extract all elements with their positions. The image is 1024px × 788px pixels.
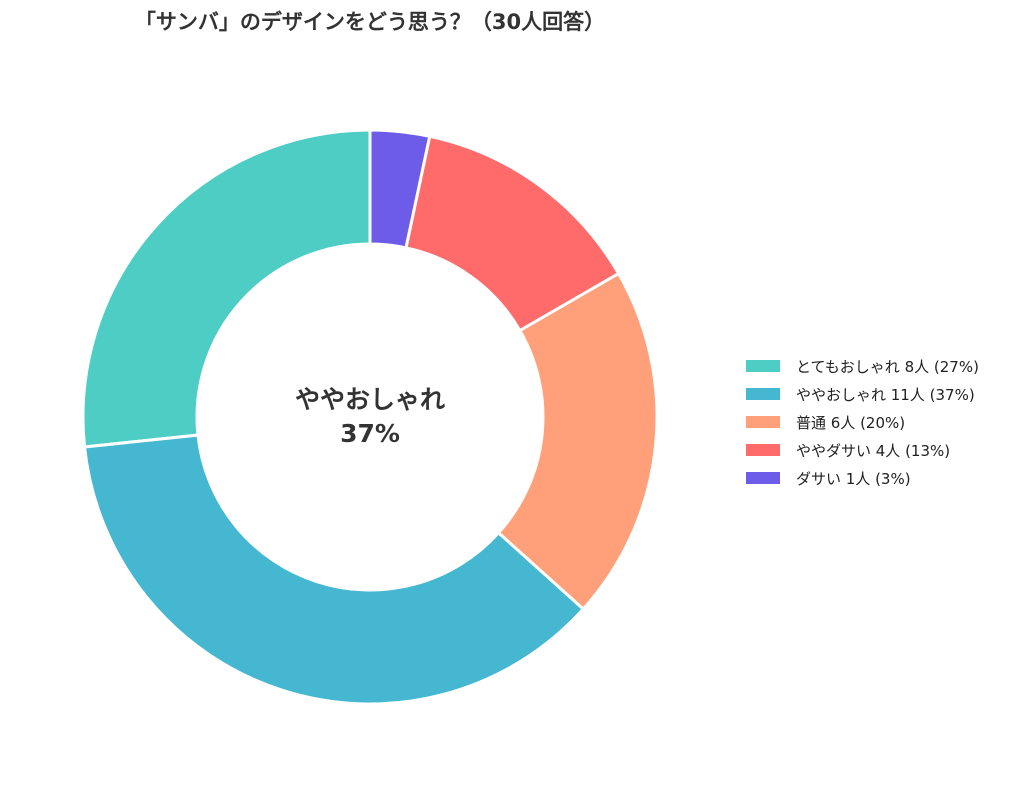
legend-item[interactable]: ややダサい 4人 (13%) [746,436,979,464]
donut-slice[interactable] [496,271,659,612]
center-value: 37% [340,419,400,448]
donut-slice[interactable] [368,128,432,250]
legend-swatch [746,472,780,484]
legend: とてもおしゃれ 8人 (27%) ややおしゃれ 11人 (37%) 普通 6人 … [746,352,979,492]
center-label: ややおしゃれ [294,385,445,414]
legend-item[interactable]: とてもおしゃれ 8人 (27%) [746,352,979,380]
legend-label: ダサい 1人 (3%) [796,469,911,488]
legend-swatch [746,360,780,372]
legend-item[interactable]: 普通 6人 (20%) [746,408,979,436]
donut-slice[interactable] [81,128,372,449]
legend-item[interactable]: ややおしゃれ 11人 (37%) [746,380,979,408]
legend-swatch [746,444,780,456]
legend-label: とてもおしゃれ 8人 (27%) [796,357,979,376]
legend-label: 普通 6人 (20%) [796,413,906,432]
legend-label: ややダサい 4人 (13%) [796,441,951,460]
legend-item[interactable]: ダサい 1人 (3%) [746,464,979,492]
legend-swatch [746,388,780,400]
donut-slice[interactable] [82,433,586,706]
legend-label: ややおしゃれ 11人 (37%) [796,385,975,404]
chart-title: 「サンバ」のデザインをどう思う？（30人回答） [134,10,606,34]
legend-swatch [746,416,780,428]
